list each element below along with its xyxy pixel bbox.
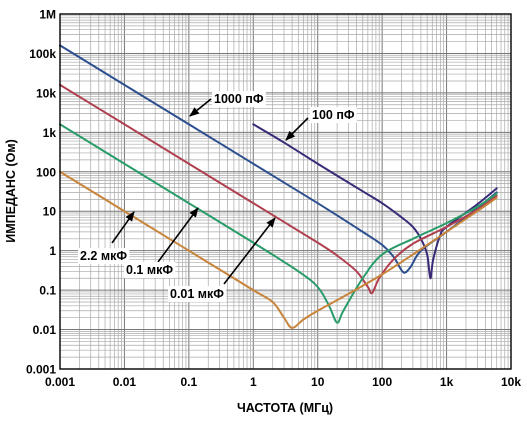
annotation-label-bg: [168, 286, 227, 302]
plot-background: [60, 14, 511, 369]
annotation-0: 1000 пФ: [189, 91, 266, 117]
y-tick-label: 1M: [39, 8, 56, 22]
series-line-0.01-мкф: [59, 83, 498, 295]
annotation-arrow: [157, 207, 199, 263]
annotation-2: 2.2 мкФ: [78, 211, 135, 264]
annotation-3: 0.1 мкФ: [124, 207, 199, 278]
annotation-label-bg: [310, 107, 357, 123]
annotation-4: 0.01 мкФ: [168, 217, 276, 302]
x-tick-labels: 0.001 0.01 0.1 1 10 100 1k 10k: [45, 375, 521, 389]
x-tick-label: 0.1: [181, 375, 198, 389]
x-tick-label: 100: [372, 375, 392, 389]
x-tick-label: 10: [311, 375, 325, 389]
annotation-label: 2.2 мкФ: [80, 249, 127, 263]
y-tick-label: 10: [43, 205, 57, 219]
x-tick-label: 10k: [501, 375, 521, 389]
x-tick-label: 1: [250, 375, 257, 389]
annotation-label-bg: [212, 91, 266, 107]
y-tick-label: 0.1: [39, 284, 56, 298]
x-tick-label: 1k: [440, 375, 454, 389]
annotation-label-bg: [124, 262, 176, 278]
annotation-label: 0.01 мкФ: [170, 287, 224, 301]
y-tick-label: 0.001: [26, 363, 56, 377]
series-line-0.1-мкф: [59, 123, 498, 324]
x-axis-label: ЧАСТОТА (МГц): [237, 401, 333, 415]
annotation-label: 1000 пФ: [214, 92, 264, 106]
annotation-label: 100 пФ: [312, 108, 355, 122]
y-tick-label: 10k: [36, 86, 56, 100]
y-tick-label: 1: [49, 244, 56, 258]
plot-frame: [59, 13, 512, 370]
y-tick-label: 1k: [43, 126, 57, 140]
series-line-2.2-мкф: [59, 170, 498, 329]
annotation-1: 100 пФ: [285, 107, 357, 141]
y-tick-label: 100k: [29, 47, 56, 61]
annotation-label-bg: [78, 248, 130, 264]
y-axis-label: ИМПЕДАНС (Ом): [4, 139, 18, 242]
annotation-arrow: [285, 117, 309, 141]
y-tick-label: 100: [36, 165, 56, 179]
x-tick-label: 0.01: [113, 375, 137, 389]
annotation-label: 0.1 мкФ: [126, 263, 173, 277]
y-tick-label: 0.01: [33, 323, 57, 337]
annotation-arrow: [111, 211, 135, 244]
series-layer: [59, 44, 498, 329]
annotation-arrow: [189, 98, 212, 117]
y-tick-labels: 0.001 0.01 0.1 1 10 100 1k 10k 100k 1M: [26, 8, 56, 377]
annotation-arrow: [223, 217, 276, 285]
x-tick-label: 0.001: [45, 375, 75, 389]
